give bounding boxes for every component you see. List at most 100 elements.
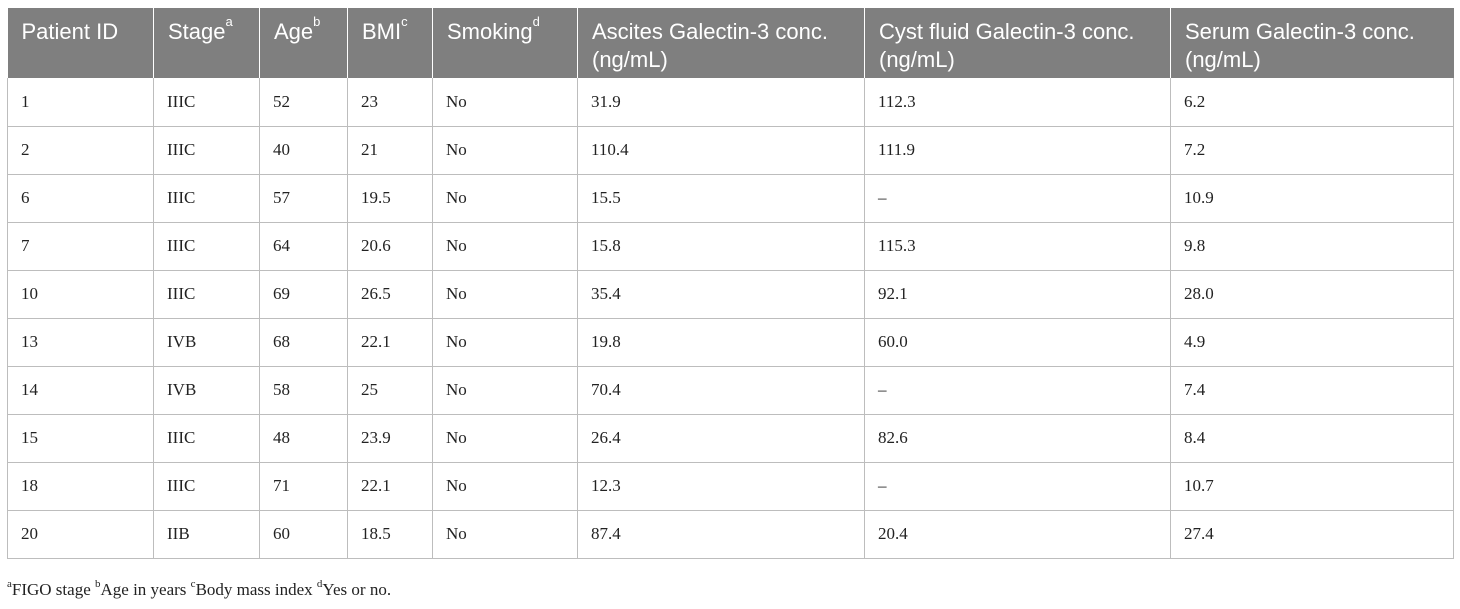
column-header-label: Patient ID <box>21 19 119 44</box>
table-cell: 7 <box>7 222 154 271</box>
footnote-marker: c <box>190 578 196 590</box>
column-header-label: Serum Galectin-3 conc. (ng/mL) <box>1185 19 1415 72</box>
footnote-text: FIGO stage <box>11 580 95 599</box>
table-row: 13 IVB 68 22.1 No 19.8 60.0 4.9 <box>7 318 1454 367</box>
table-cell: IIIC <box>153 174 260 223</box>
table-cell: IIB <box>153 510 260 559</box>
footnote-marker: d <box>532 14 540 29</box>
table-cell: 22.1 <box>347 462 433 511</box>
table-cell: 8.4 <box>1170 414 1454 463</box>
table-cell: No <box>432 174 578 223</box>
column-header-label: Age <box>274 19 314 44</box>
table-cell: 10.7 <box>1170 462 1454 511</box>
footnote-text: Age in years <box>100 580 191 599</box>
column-header-label: Ascites Galectin-3 conc. (ng/mL) <box>592 19 828 72</box>
table-cell: 18 <box>7 462 154 511</box>
table-cell: No <box>432 462 578 511</box>
column-header: Cyst fluid Galectin-3 conc. (ng/mL) <box>864 8 1171 78</box>
table-cell: 23 <box>347 78 433 127</box>
footnote-marker: b <box>95 578 101 590</box>
table-cell: 22.1 <box>347 318 433 367</box>
table-cell: No <box>432 510 578 559</box>
column-header: BMIc <box>347 8 433 78</box>
table-cell: 60 <box>259 510 348 559</box>
table-cell: 40 <box>259 126 348 175</box>
footnote-marker: b <box>313 14 321 29</box>
table-cell: 69 <box>259 270 348 319</box>
table-cell: 12.3 <box>577 462 865 511</box>
table-cell: 115.3 <box>864 222 1171 271</box>
footnote-text: Body mass index <box>195 580 317 599</box>
table-cell: 82.6 <box>864 414 1171 463</box>
table-cell: 87.4 <box>577 510 865 559</box>
table-row: 7 IIIC 64 20.6 No 15.8 115.3 9.8 <box>7 222 1454 271</box>
table-cell: 19.5 <box>347 174 433 223</box>
column-header: Ageb <box>259 8 348 78</box>
table-cell: 110.4 <box>577 126 865 175</box>
table-cell: IIIC <box>153 462 260 511</box>
table-cell: 15.8 <box>577 222 865 271</box>
table-cell: 4.9 <box>1170 318 1454 367</box>
table-cell: 58 <box>259 366 348 415</box>
table-footnotes: aFIGO stage bAge in years cBody mass ind… <box>7 578 392 600</box>
table-cell: 2 <box>7 126 154 175</box>
galectin-table: Patient ID Stagea Ageb BMIc Smokingd Ascites … <box>7 8 1454 559</box>
table-cell: No <box>432 270 578 319</box>
table-cell: 19.8 <box>577 318 865 367</box>
table-cell: 71 <box>259 462 348 511</box>
table-cell: IVB <box>153 366 260 415</box>
table-cell: 35.4 <box>577 270 865 319</box>
column-header-label: Stage <box>168 19 226 44</box>
table-cell: 20.6 <box>347 222 433 271</box>
table-cell: IIIC <box>153 78 260 127</box>
table-cell: 20.4 <box>864 510 1171 559</box>
table-cell: IIIC <box>153 414 260 463</box>
column-header: Patient ID <box>7 8 154 78</box>
footnote-marker: a <box>225 14 233 29</box>
footnote-marker: a <box>7 578 12 590</box>
table-cell: 10 <box>7 270 154 319</box>
table-cell: 27.4 <box>1170 510 1454 559</box>
table-cell: 14 <box>7 366 154 415</box>
table-row: 14 IVB 58 25 No 70.4–7.4 <box>7 366 1454 415</box>
table-cell: 57 <box>259 174 348 223</box>
table-cell: IVB <box>153 318 260 367</box>
table-cell: 13 <box>7 318 154 367</box>
table-cell: 6.2 <box>1170 78 1454 127</box>
footnote-text: Yes or no. <box>322 580 392 599</box>
table-cell: 18.5 <box>347 510 433 559</box>
table-cell: – <box>864 174 1171 223</box>
table-cell: No <box>432 318 578 367</box>
column-header: Stagea <box>153 8 260 78</box>
table-cell: 20 <box>7 510 154 559</box>
table-cell: 92.1 <box>864 270 1171 319</box>
footnote-marker: d <box>316 578 323 590</box>
table-body: 1 IIIC 52 23 No 31.9 112.3 6.2 2 IIIC 40 21 No 110.4 1… <box>7 78 1454 559</box>
table-cell: 7.4 <box>1170 366 1454 415</box>
table-cell: – <box>864 366 1171 415</box>
table-cell: 1 <box>7 78 154 127</box>
table-cell: 31.9 <box>577 78 865 127</box>
table-row: 18 IIIC 71 22.1 No 12.3–10.7 <box>7 462 1454 511</box>
column-header-label: Cyst fluid Galectin-3 conc. (ng/mL) <box>879 19 1135 72</box>
table-cell: 48 <box>259 414 348 463</box>
table-cell: IIIC <box>153 270 260 319</box>
table-cell: No <box>432 126 578 175</box>
footnote-marker: c <box>401 14 408 29</box>
table-cell: 10.9 <box>1170 174 1454 223</box>
table-row: 1 IIIC 52 23 No 31.9 112.3 6.2 <box>7 78 1454 127</box>
table-cell: 21 <box>347 126 433 175</box>
table-cell: IIIC <box>153 222 260 271</box>
table-row: 6 IIIC 57 19.5 No 15.5–10.9 <box>7 174 1454 223</box>
table-cell: 68 <box>259 318 348 367</box>
table-cell: 26.4 <box>577 414 865 463</box>
table-cell: No <box>432 366 578 415</box>
table-cell: 15.5 <box>577 174 865 223</box>
table-row: 15 IIIC 48 23.9 No 26.4 82.6 8.4 <box>7 414 1454 463</box>
column-header-label: Smoking <box>447 19 533 44</box>
table-cell: 26.5 <box>347 270 433 319</box>
table-cell: 6 <box>7 174 154 223</box>
table-cell: 52 <box>259 78 348 127</box>
table-cell: 15 <box>7 414 154 463</box>
table-row: 10 IIIC 69 26.5 No 35.4 92.1 28.0 <box>7 270 1454 319</box>
